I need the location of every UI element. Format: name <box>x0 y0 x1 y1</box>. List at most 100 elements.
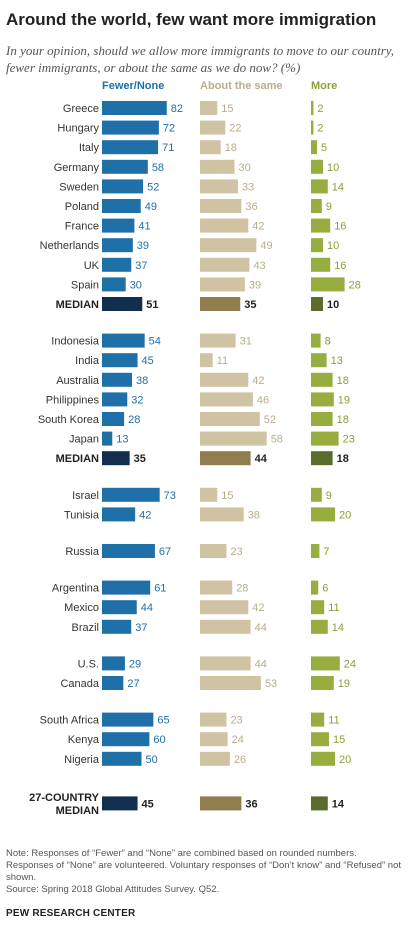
data-label-1: 44 <box>255 658 267 670</box>
data-label-1: 11 <box>217 355 228 367</box>
bar-0 <box>102 412 125 426</box>
data-label-2: 24 <box>344 658 356 670</box>
row-label: Canada <box>60 678 99 690</box>
data-label-2: 7 <box>323 546 329 558</box>
data-label-2: 13 <box>331 355 343 367</box>
row-label: South Africa <box>40 715 100 727</box>
data-label-1: 22 <box>229 123 241 135</box>
data-label-0: 30 <box>130 279 142 291</box>
data-label-0: 61 <box>154 583 166 595</box>
row-label: Hungary <box>57 123 99 135</box>
bar-0 <box>102 140 159 155</box>
row-label: Sweden <box>59 181 99 193</box>
data-label-2: 20 <box>339 509 351 521</box>
data-label-0: 45 <box>142 798 154 810</box>
data-label-2: 19 <box>338 394 350 406</box>
data-label-0: 29 <box>129 658 141 670</box>
bar-0 <box>102 179 144 194</box>
bar-1 <box>200 544 227 558</box>
row-label: Philippines <box>46 394 100 406</box>
bar-1 <box>200 179 238 194</box>
row-label: Israel <box>72 490 99 502</box>
chart-notes: Note: Responses of “Fewer” and “None” ar… <box>6 848 411 896</box>
row-label: Netherlands <box>40 240 100 252</box>
bar-0 <box>102 297 143 311</box>
row-label: Spain <box>71 279 99 291</box>
data-label-1: 15 <box>221 490 233 502</box>
row-label: Kenya <box>68 734 100 746</box>
data-label-0: 41 <box>138 221 150 233</box>
bar-1 <box>200 199 242 213</box>
data-label-2: 16 <box>334 260 346 272</box>
series-header-2: More <box>311 80 337 92</box>
data-label-1: 28 <box>236 583 248 595</box>
data-label-0: 39 <box>137 240 149 252</box>
data-label-1: 31 <box>240 336 252 348</box>
chart-title: Around the world, few want more immigrat… <box>6 10 377 29</box>
data-label-2: 19 <box>338 678 350 690</box>
bar-1 <box>200 451 251 466</box>
bar-2 <box>311 218 331 233</box>
note-line-1: Note: Responses of “Fewer” and “None” ar… <box>6 848 357 859</box>
bar-2 <box>311 277 345 292</box>
data-label-0: 32 <box>131 394 143 406</box>
bar-0 <box>102 431 113 446</box>
data-label-2: 9 <box>326 490 332 502</box>
data-label-1: 26 <box>234 754 246 766</box>
bar-1 <box>200 277 245 292</box>
bar-1 <box>200 353 213 368</box>
data-label-2: 2 <box>317 123 323 135</box>
data-label-1: 30 <box>239 162 251 174</box>
bar-2 <box>311 353 327 368</box>
bar-0 <box>102 277 126 292</box>
bar-1 <box>200 580 233 595</box>
bar-2 <box>311 712 325 727</box>
data-label-1: 44 <box>255 453 268 465</box>
row-label: South Korea <box>38 414 100 426</box>
bar-2 <box>311 487 322 502</box>
bar-2 <box>311 333 321 348</box>
data-label-2: 16 <box>334 221 346 233</box>
bar-1 <box>200 159 235 174</box>
data-label-0: 49 <box>145 201 157 213</box>
data-label-2: 9 <box>326 201 332 213</box>
bar-1 <box>200 676 261 690</box>
data-label-1: 38 <box>248 509 260 521</box>
bar-1 <box>200 600 249 615</box>
bar-1 <box>200 257 250 272</box>
row-label: Mexico <box>64 602 99 614</box>
row-label: U.S. <box>78 658 99 670</box>
data-label-0: 51 <box>146 299 158 311</box>
bar-0 <box>102 392 128 407</box>
bar-0 <box>102 751 142 766</box>
data-label-2: 18 <box>337 375 349 387</box>
data-label-2: 2 <box>317 103 323 115</box>
row-label: Italy <box>79 142 100 154</box>
bar-2 <box>311 372 333 387</box>
data-label-0: 67 <box>159 546 171 558</box>
bar-2 <box>311 751 335 766</box>
bar-2 <box>311 656 340 671</box>
bar-2 <box>311 676 334 690</box>
bar-1 <box>200 392 253 407</box>
data-label-0: 65 <box>157 715 169 727</box>
bar-2 <box>311 101 314 115</box>
bar-2 <box>311 732 329 747</box>
data-label-2: 10 <box>327 240 339 252</box>
bar-0 <box>102 451 130 466</box>
row-label: MEDIAN <box>56 299 99 311</box>
row-label: Brazil <box>71 622 99 634</box>
row-label: MEDIAN <box>56 453 99 465</box>
data-label-1: 33 <box>242 181 254 193</box>
bar-1 <box>200 101 218 115</box>
row-label: Indonesia <box>51 336 100 348</box>
row-label: France <box>65 221 99 233</box>
bar-0 <box>102 676 124 690</box>
row-label: Greece <box>63 103 99 115</box>
bar-1 <box>200 333 236 348</box>
data-label-0: 42 <box>139 509 151 521</box>
bar-0 <box>102 218 135 233</box>
data-label-0: 27 <box>127 678 139 690</box>
bar-2 <box>311 544 320 558</box>
